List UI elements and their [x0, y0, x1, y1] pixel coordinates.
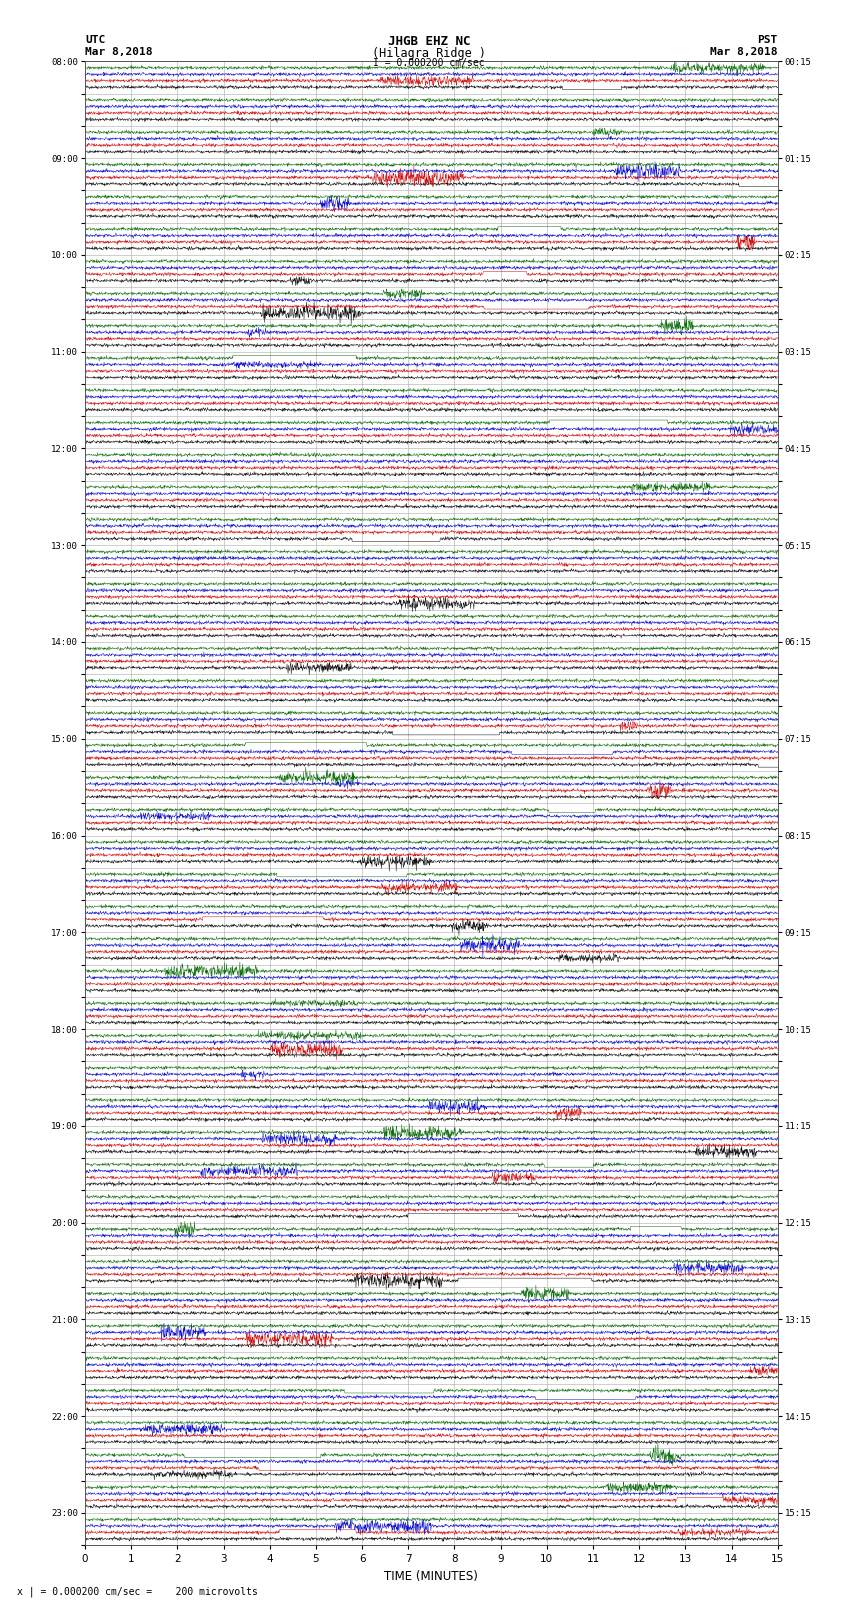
Text: JHGB EHZ NC: JHGB EHZ NC: [388, 35, 471, 48]
Text: Mar 8,2018: Mar 8,2018: [711, 47, 778, 56]
Text: PST: PST: [757, 35, 778, 45]
Text: x | = 0.000200 cm/sec =    200 microvolts: x | = 0.000200 cm/sec = 200 microvolts: [17, 1586, 258, 1597]
Text: (Hilagra Ridge ): (Hilagra Ridge ): [372, 47, 486, 60]
Text: Mar 8,2018: Mar 8,2018: [85, 47, 152, 56]
X-axis label: TIME (MINUTES): TIME (MINUTES): [384, 1569, 479, 1582]
Text: UTC: UTC: [85, 35, 105, 45]
Text: I = 0.000200 cm/sec: I = 0.000200 cm/sec: [373, 58, 485, 68]
